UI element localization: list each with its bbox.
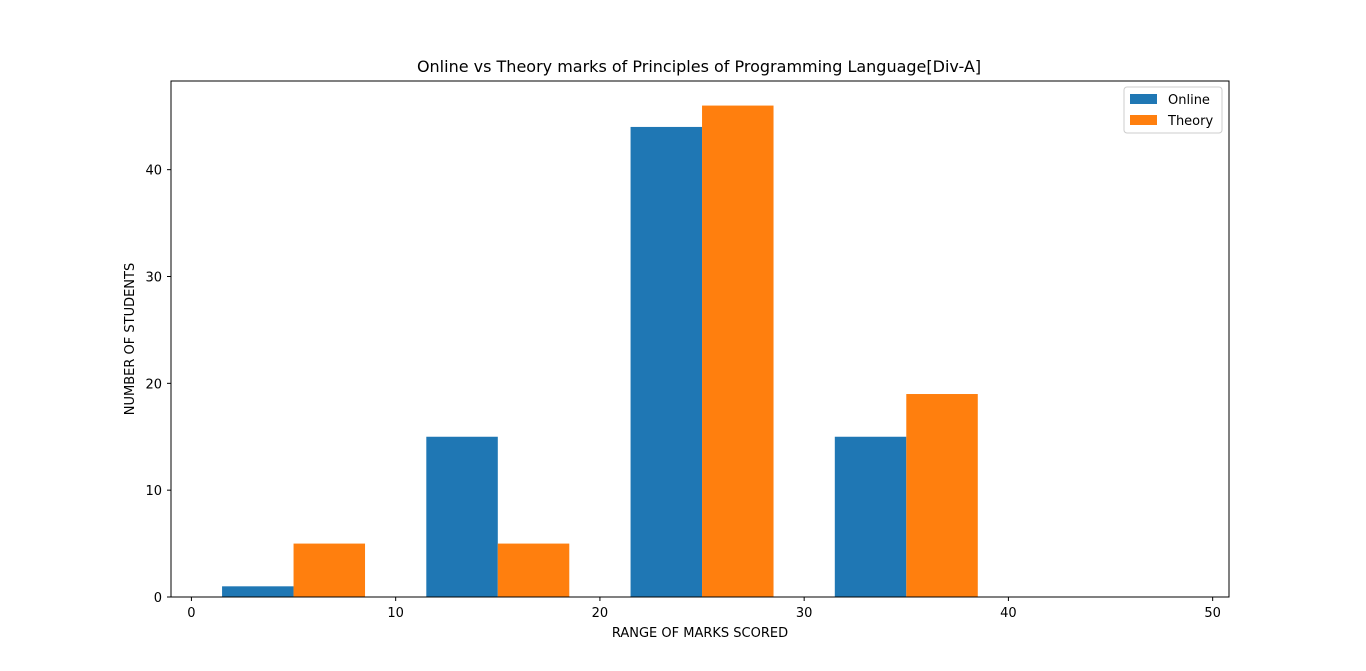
bar-online-3 (834, 436, 907, 597)
legend-label-theory: Theory (1167, 114, 1213, 129)
y-tick-label: 30 (145, 271, 162, 286)
x-tick-label: 30 (796, 606, 813, 621)
x-axis-label: RANGE OF MARKS SCORED (612, 626, 788, 641)
bar-online-1 (426, 436, 498, 597)
bar-theory-0 (293, 543, 366, 597)
plot-frame (170, 80, 1230, 598)
legend-swatch-online (1130, 94, 1157, 104)
bar-theory-2 (702, 105, 774, 597)
y-tick-label: 10 (145, 484, 162, 499)
x-tick-label: 0 (187, 606, 195, 621)
y-tick-label: 20 (145, 377, 162, 392)
bar-theory-1 (497, 543, 570, 597)
y-tick-label: 40 (145, 164, 162, 179)
y-axis-label: NUMBER OF STUDENTS (123, 263, 138, 415)
x-axis-ticks: 0 10 20 30 40 50 (187, 597, 1221, 621)
x-tick-label: 40 (1000, 606, 1017, 621)
chart-title: Online vs Theory marks of Principles of … (417, 57, 981, 76)
bar-online-0 (222, 586, 294, 597)
legend: Online Theory (1123, 86, 1223, 134)
legend-swatch-theory (1130, 115, 1157, 125)
x-tick-label: 10 (387, 606, 404, 621)
legend-label-online: Online (1168, 93, 1210, 108)
x-tick-label: 50 (1204, 606, 1221, 621)
x-tick-label: 20 (592, 606, 609, 621)
bar-online-2 (630, 126, 703, 597)
y-tick-label: 0 (154, 591, 162, 606)
y-axis-ticks: 0 10 20 30 40 (145, 164, 171, 606)
bars-layer (222, 105, 978, 597)
bar-theory-3 (906, 394, 978, 597)
